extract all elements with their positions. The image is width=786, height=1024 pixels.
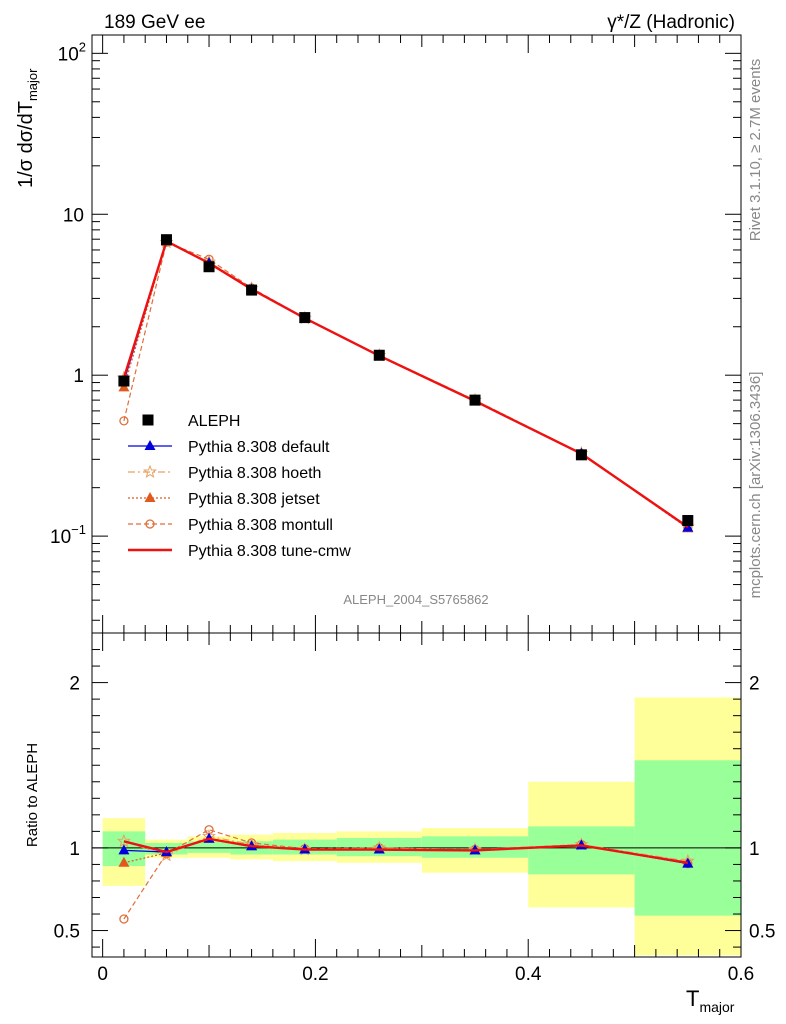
main-point-aleph — [682, 515, 694, 527]
ratio-point-hoeth — [116, 833, 131, 848]
ratio-point-hoeth — [159, 847, 174, 862]
band-inner-bin — [634, 760, 741, 916]
legend-marker-montull — [145, 519, 155, 529]
main-line-tune_cmw — [122, 239, 689, 528]
main-y-tick-label: 10−1 — [50, 522, 86, 548]
main-y-tick-label: 102 — [58, 39, 86, 65]
energy-title: 189 GeV ee — [104, 12, 205, 33]
x-tick-label: 0.4 — [515, 964, 542, 985]
legend-label-tune_cmw: Pythia 8.308 tune-cmw — [188, 543, 351, 560]
legend-label-default: Pythia 8.308 default — [188, 439, 330, 456]
main-plot-marks — [116, 234, 695, 533]
legend-marker-default — [144, 440, 156, 450]
ratio-y-tick-label-right: 2 — [749, 674, 760, 695]
ratio-y-axis-label: Ratio to ALEPH — [24, 743, 41, 847]
x-tick-label: 0.2 — [302, 964, 328, 985]
rivet-label: Rivet 3.1.10, ≥ 2.7M events — [747, 59, 764, 242]
main-line-montull — [123, 241, 689, 529]
legend-label-hoeth: Pythia 8.308 hoeth — [188, 465, 321, 482]
main-y-tick-label: 1 — [73, 366, 84, 387]
ratio-frame — [91, 632, 742, 958]
legend-marker-hoeth — [143, 464, 157, 479]
svg-text:Tmajor: Tmajor — [686, 986, 735, 1015]
main-point-aleph — [118, 375, 130, 387]
ratio-point-jetset — [118, 856, 130, 867]
main-line-hoeth — [123, 241, 689, 528]
main-line-jetset — [123, 240, 689, 529]
process-title: γ*/Z (Hadronic) — [607, 12, 735, 33]
legend: ALEPH Pythia 8.308 default Pythia 8.308 ho… — [128, 413, 351, 560]
analysis-watermark: ALEPH_2004_S5765862 — [343, 592, 488, 607]
axes: 10−1 1 10 102 0.5 0.5 1 1 2 2 0 0.2 0.4 0.6 — [50, 34, 775, 985]
ratio-plot-marks — [116, 825, 695, 924]
legend-marker-jetset — [144, 492, 156, 502]
main-point-aleph — [160, 234, 172, 246]
main-point-aleph — [299, 312, 311, 324]
main-point-aleph — [203, 261, 215, 273]
mcplots-label: mcplots.cern.ch [arXiv:1306.3436] — [747, 372, 764, 599]
svg-text:1/σ dσ/dTmajor: 1/σ dσ/dTmajor — [15, 68, 40, 188]
ratio-y-tick-label: 2 — [69, 674, 80, 695]
main-y-axis-label-prefix: 1/σ dσ/dT — [15, 101, 37, 188]
main-point-aleph — [469, 394, 481, 406]
ratio-y-tick-label-right: 1 — [749, 839, 760, 860]
main-point-montull — [119, 416, 129, 426]
legend-marker-aleph — [142, 414, 154, 426]
ratio-y-tick-label-right: 0.5 — [749, 922, 775, 943]
x-axis-label: Tmajor — [686, 986, 735, 1015]
ratio-line-hoeth — [123, 835, 688, 862]
legend-label-aleph: ALEPH — [188, 413, 240, 430]
main-y-axis-label: 1/σ dσ/dTmajor — [15, 68, 40, 188]
x-tick-label: 0.6 — [728, 964, 754, 985]
main-line-default — [123, 239, 689, 529]
main-y-tick-label: 10 — [63, 205, 84, 226]
legend-label-montull: Pythia 8.308 montull — [188, 517, 333, 534]
ratio-point-default — [118, 844, 130, 855]
ratio-y-tick-label: 1 — [69, 839, 80, 860]
band-inner-bin — [187, 841, 231, 853]
x-tick-label: 0 — [97, 964, 108, 985]
main-y-axis-label-sub: major — [25, 68, 40, 101]
main-point-aleph — [575, 449, 587, 461]
ratio-y-tick-label: 0.5 — [54, 922, 80, 943]
legend-label-jetset: Pythia 8.308 jetset — [188, 491, 320, 508]
main-point-aleph — [373, 349, 385, 361]
ratio-uncertainty-bands — [92, 697, 741, 956]
ratio-point-montull — [119, 914, 129, 924]
ratio-line-tune_cmw — [123, 837, 688, 864]
main-point-aleph — [246, 284, 258, 296]
